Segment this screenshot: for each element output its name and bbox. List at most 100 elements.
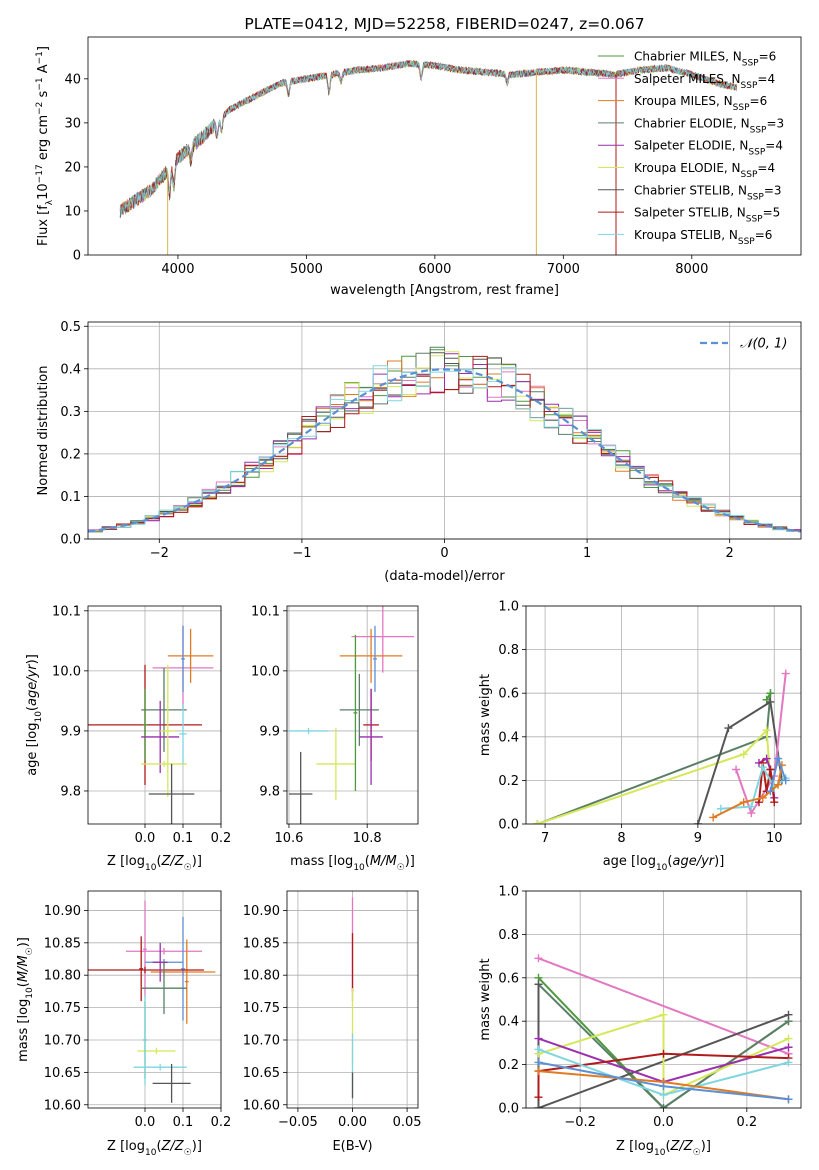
axes-frame xyxy=(87,36,802,256)
x-tick-label: −2 xyxy=(150,546,169,561)
label-part: ☉ xyxy=(693,1148,701,1158)
label-part: =4 xyxy=(757,72,775,86)
label-part: erg cm xyxy=(36,115,51,164)
label-part: =3 xyxy=(764,183,782,197)
spectrum-ylabel: Flux [fλ10−17 erg cm−2 s−1 A−1] xyxy=(35,46,55,246)
label-part: 10 xyxy=(36,183,51,200)
y-tick-label: 0.8 xyxy=(498,643,519,658)
y-tick-label: 10.0 xyxy=(251,664,280,679)
weight-series xyxy=(534,1058,793,1104)
x-tick-label: 0.2 xyxy=(211,831,232,846)
y-tick-label: 10.80 xyxy=(243,969,280,984)
x-tick-label: 0.1 xyxy=(173,831,194,846)
weight-marker xyxy=(774,780,783,789)
x-tick-label: 10 xyxy=(766,831,783,846)
label-part: Salpeter ELODIE, N xyxy=(634,139,748,153)
y-tick-label: 10.70 xyxy=(243,1033,280,1048)
mz-xlabel: Z [log10(Z/Z☉)] xyxy=(107,1139,202,1158)
y-tick-label: 0.0 xyxy=(498,1102,519,1117)
histogram-series xyxy=(88,365,801,532)
weight-marker xyxy=(709,813,718,822)
label-part: Z [log xyxy=(107,1139,145,1154)
label-part: SSP xyxy=(741,81,758,91)
residuals-panel: −2 −1 0 1 2 0.0 0.1 0.2 0.3 0.4 0.5 𝒩(0, 1) (data-mo… xyxy=(36,320,802,584)
y-tick-label: 9.9 xyxy=(259,724,280,739)
legend-label: Chabrier ELODIE, NSSP=3 xyxy=(634,116,784,135)
age-vs-mass-panel: 10.6 10.8 9.8 9.9 10.0 10.1 mass [log10(M/M☉)] xyxy=(251,604,419,873)
x-tick-label: 0.0 xyxy=(135,1115,156,1130)
label-part: =4 xyxy=(765,139,783,153)
weight-marker xyxy=(774,754,783,763)
label-part: Z/Z xyxy=(161,854,185,869)
errorbar-point xyxy=(353,634,358,791)
errorbar-point xyxy=(184,939,189,1024)
residuals-xlabel: (data-model)/error xyxy=(384,569,505,584)
legend-label: Chabrier MILES, NSSP=6 xyxy=(634,50,776,69)
label-part: 10 xyxy=(654,1148,666,1158)
label-part: ( xyxy=(156,1139,161,1154)
y-tick-label: 10.75 xyxy=(44,1001,81,1016)
y-tick-label: 9.9 xyxy=(60,724,81,739)
y-tick-label: 10.85 xyxy=(243,936,280,951)
legend-label: 𝒩(0, 1) xyxy=(740,337,787,352)
label-part: Chabrier ELODIE, N xyxy=(634,116,750,130)
axes-frame xyxy=(286,605,419,825)
errorbar-point xyxy=(143,994,147,1086)
errorbar-point xyxy=(179,703,187,764)
spectrum-line xyxy=(119,60,738,216)
spectrum-line xyxy=(119,60,738,213)
label-part: )] xyxy=(701,1139,711,1154)
label-part: age [log xyxy=(25,723,40,776)
weight-marker xyxy=(534,1067,543,1076)
label-part: M/M xyxy=(16,955,31,982)
label-part: ☉ xyxy=(397,863,405,873)
y-tick-label: 10.65 xyxy=(243,1066,280,1081)
weight-line xyxy=(538,957,789,1055)
y-tick-label: 10.0 xyxy=(52,664,81,679)
label-part: s xyxy=(36,90,51,101)
age-vs-z-panel: 0.0 0.1 0.29.89.910.010.1Z [log10(Z/Z☉)]ag… xyxy=(25,604,231,873)
errorbars xyxy=(88,625,214,824)
y-tick-label: 10.80 xyxy=(44,969,81,984)
errorbar-point xyxy=(359,688,383,785)
label-part: =6 xyxy=(759,50,777,64)
histogram-series xyxy=(88,355,801,532)
label-part: M/M xyxy=(370,854,397,869)
errorbar-point xyxy=(288,751,313,824)
x-tick-label: 0.2 xyxy=(736,1115,757,1130)
y-tick-label: 0.0 xyxy=(498,818,519,833)
x-tick-label: −0.05 xyxy=(278,1115,318,1130)
y-tick-label: 10 xyxy=(64,204,81,219)
errorbar-point xyxy=(137,1047,176,1055)
weight-marker xyxy=(659,1049,668,1058)
x-tick-label: 0.05 xyxy=(393,1115,422,1130)
y-tick-label: 30 xyxy=(64,116,81,131)
weight-lines xyxy=(533,669,790,824)
label-part: SSP xyxy=(738,237,755,247)
label-part: ( xyxy=(365,854,370,869)
label-part: age/yr xyxy=(672,854,715,869)
weight-marker xyxy=(534,1034,543,1043)
errorbar-point xyxy=(181,916,185,1021)
weight-marker xyxy=(784,1010,793,1019)
y-tick-label: 9.8 xyxy=(259,784,280,799)
weight-marker xyxy=(766,689,775,698)
spectrum-lines xyxy=(119,59,738,255)
label-part: ] xyxy=(36,46,51,51)
errorbar-point xyxy=(143,900,147,998)
label-part: Flux [f xyxy=(36,205,51,246)
weight-line xyxy=(696,700,783,824)
y-tick-label: 10.65 xyxy=(44,1066,81,1081)
y-tick-label: 10.60 xyxy=(243,1098,280,1113)
x-tick-label: 0.0 xyxy=(653,1115,674,1130)
weight-series xyxy=(693,697,786,824)
axes-frame xyxy=(87,890,222,1109)
label-part: ☉ xyxy=(184,863,192,873)
histogram-lines xyxy=(88,346,801,533)
errorbar-point xyxy=(316,727,356,800)
axes-frame xyxy=(286,890,419,1109)
weight-marker xyxy=(770,798,779,807)
weight-marker xyxy=(533,820,542,824)
